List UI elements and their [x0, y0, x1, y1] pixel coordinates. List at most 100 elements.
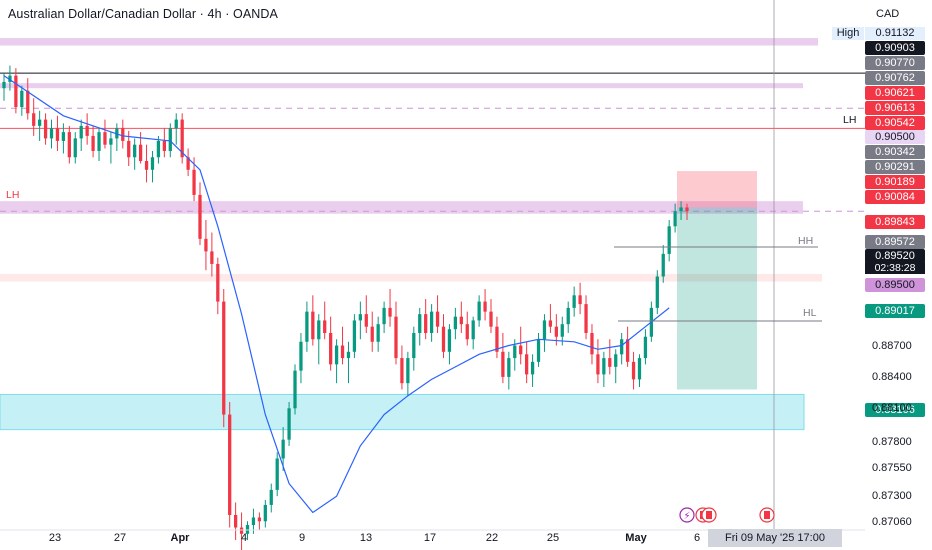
candle [477, 295, 481, 327]
candle-body [406, 358, 410, 384]
candle-body [216, 263, 220, 302]
candle [370, 311, 374, 352]
candle-body [204, 238, 208, 252]
candle-body [637, 358, 642, 380]
candle-body [400, 358, 404, 384]
candle-body [418, 314, 422, 333]
candle [637, 354, 642, 387]
candle [329, 316, 333, 371]
candle [305, 301, 309, 352]
candle-body [394, 316, 398, 359]
candle-body [103, 132, 107, 145]
y-tick: 0.88100 [872, 402, 912, 414]
candle [643, 329, 648, 365]
candle-body [620, 339, 624, 355]
high-label: High [832, 27, 864, 40]
candle-body [608, 358, 612, 367]
y-tick: 0.87800 [872, 436, 912, 448]
price-tag: 0.90189 [865, 175, 925, 189]
candle [429, 304, 434, 342]
price-tag: 0.89017 [865, 304, 925, 318]
price-tag: 0.90621 [865, 86, 925, 100]
candle [144, 144, 149, 183]
lh-label-left: LH [6, 189, 20, 201]
candle [174, 113, 178, 145]
candle [471, 316, 475, 350]
candle-body [329, 332, 333, 365]
candle [435, 295, 440, 333]
price-tag: 0.89843 [865, 215, 925, 229]
candle [495, 316, 499, 359]
candle [97, 128, 101, 162]
candle-body [293, 370, 297, 409]
candle [352, 314, 357, 359]
candle [525, 341, 529, 384]
y-tick: 0.87300 [872, 490, 912, 502]
candle-body [643, 336, 648, 359]
candle-body [370, 326, 374, 342]
candle [631, 351, 636, 390]
candle-body [174, 119, 178, 129]
candle-body [305, 311, 309, 342]
candle-body [530, 361, 535, 375]
candle [566, 301, 570, 333]
candle-body [162, 140, 166, 151]
candle-body [180, 119, 184, 158]
x-tick: 23 [48, 532, 62, 544]
candle [8, 65, 12, 91]
candle [334, 339, 339, 384]
candle [121, 119, 125, 149]
x-tick: 9 [298, 532, 306, 544]
candle [406, 351, 410, 396]
lh-label-right: LH [843, 114, 857, 126]
candle [228, 402, 232, 528]
price-tag: 0.90770 [865, 56, 925, 70]
lightning-icon [679, 507, 695, 523]
candle-body [26, 90, 30, 114]
candle-body [91, 135, 95, 151]
candle-body [554, 326, 558, 337]
price-tag: 0.89500 [865, 278, 925, 292]
moving-average-line [3, 75, 670, 514]
candle [287, 402, 291, 446]
x-tick: 27 [113, 532, 127, 544]
candle-body [471, 320, 475, 340]
candle-body [376, 324, 380, 342]
candle-body [67, 132, 71, 158]
candle [584, 295, 588, 340]
crosshair-date-label: Fri 09 May '25 17:00 [708, 529, 842, 547]
hl-label: HL [803, 307, 817, 319]
candle [85, 113, 89, 145]
candle [489, 299, 493, 333]
candle [364, 295, 368, 333]
candle [358, 301, 362, 340]
candle-body [507, 358, 511, 377]
candle [150, 150, 155, 183]
candle [2, 73, 6, 101]
candle [459, 301, 463, 333]
candle [376, 316, 380, 352]
bar-countdown: 02:38:28 [865, 262, 925, 274]
candle [216, 257, 220, 315]
candles-layer [2, 65, 689, 550]
candle [115, 123, 119, 151]
candle [418, 307, 422, 346]
candle [614, 349, 618, 384]
candle-body [73, 138, 77, 158]
candle-body [323, 320, 327, 333]
candle-body [477, 301, 481, 321]
price-tag: 0.90762 [865, 71, 925, 85]
x-tick: May [625, 532, 647, 544]
candle-body [340, 345, 345, 359]
candle-body [614, 354, 618, 367]
candle-body [631, 361, 636, 380]
candle-body [228, 414, 232, 515]
purple-zone-top [0, 38, 818, 46]
price-tag: 0.89520 [865, 249, 925, 263]
candle-body [489, 311, 493, 327]
candle [507, 351, 511, 390]
price-tag: 0.88106 [865, 403, 925, 417]
candle-body [210, 251, 214, 264]
